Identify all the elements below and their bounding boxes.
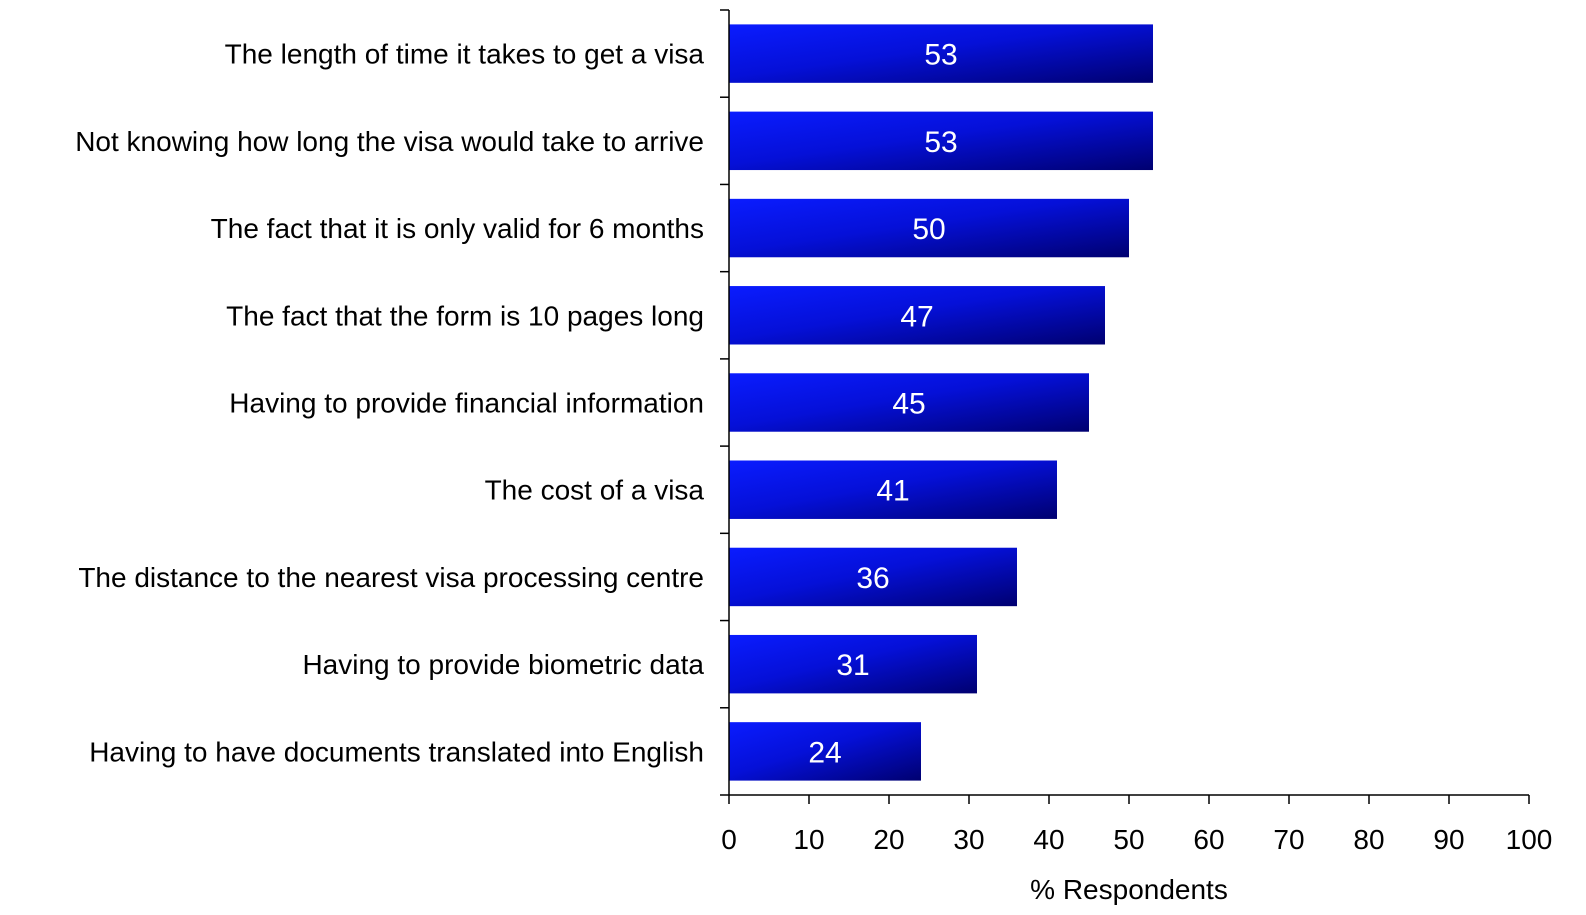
x-tick-label-10: 10 xyxy=(793,824,824,855)
data-label-6: 41 xyxy=(876,475,909,508)
data-labels-group: 53 53 50 47 45 41 36 31 24 xyxy=(808,39,957,770)
bar-9 xyxy=(729,722,921,781)
bar-7 xyxy=(729,547,1017,607)
category-labels-group: The length of time it takes to get a vis… xyxy=(75,39,704,768)
data-label-7: 36 xyxy=(856,562,889,595)
category-label-9: Having to have documents translated into… xyxy=(89,736,704,767)
x-tick-label-50: 50 xyxy=(1113,824,1144,855)
bars-group xyxy=(729,24,1153,781)
bar-2 xyxy=(729,111,1153,171)
bar-6 xyxy=(729,460,1057,519)
x-tick-label-100: 100 xyxy=(1506,824,1553,855)
x-tick-label-0: 0 xyxy=(721,824,737,855)
data-label-8: 31 xyxy=(836,649,869,682)
category-label-5: Having to provide financial information xyxy=(229,388,704,419)
data-label-2: 53 xyxy=(924,126,957,159)
category-label-2: Not knowing how long the visa would take… xyxy=(75,126,704,157)
x-tick-label-20: 20 xyxy=(873,824,904,855)
category-label-7: The distance to the nearest visa process… xyxy=(78,562,704,593)
bar-3 xyxy=(729,198,1129,258)
data-label-5: 45 xyxy=(892,388,925,421)
x-axis-title: % Respondents xyxy=(1030,874,1228,905)
x-tick-label-90: 90 xyxy=(1433,824,1464,855)
bar-8 xyxy=(729,634,977,694)
bar-5 xyxy=(729,373,1089,432)
data-label-3: 50 xyxy=(912,213,945,246)
x-tick-label-70: 70 xyxy=(1273,824,1304,855)
category-label-6: The cost of a visa xyxy=(485,475,705,506)
category-label-1: The length of time it takes to get a vis… xyxy=(225,39,705,70)
data-label-9: 24 xyxy=(808,736,841,769)
x-tick-label-30: 30 xyxy=(953,824,984,855)
category-label-8: Having to provide biometric data xyxy=(302,649,704,680)
x-tick-label-40: 40 xyxy=(1033,824,1064,855)
category-label-3: The fact that it is only valid for 6 mon… xyxy=(211,213,704,244)
axes-group: 0 10 20 30 40 50 60 70 80 90 100 xyxy=(720,9,1553,855)
x-tick-label-60: 60 xyxy=(1193,824,1224,855)
bar-4 xyxy=(729,286,1105,345)
data-label-4: 47 xyxy=(900,300,933,333)
category-label-4: The fact that the form is 10 pages long xyxy=(226,300,704,331)
x-tick-label-80: 80 xyxy=(1353,824,1384,855)
bar-1 xyxy=(729,24,1153,83)
data-label-1: 53 xyxy=(924,39,957,72)
